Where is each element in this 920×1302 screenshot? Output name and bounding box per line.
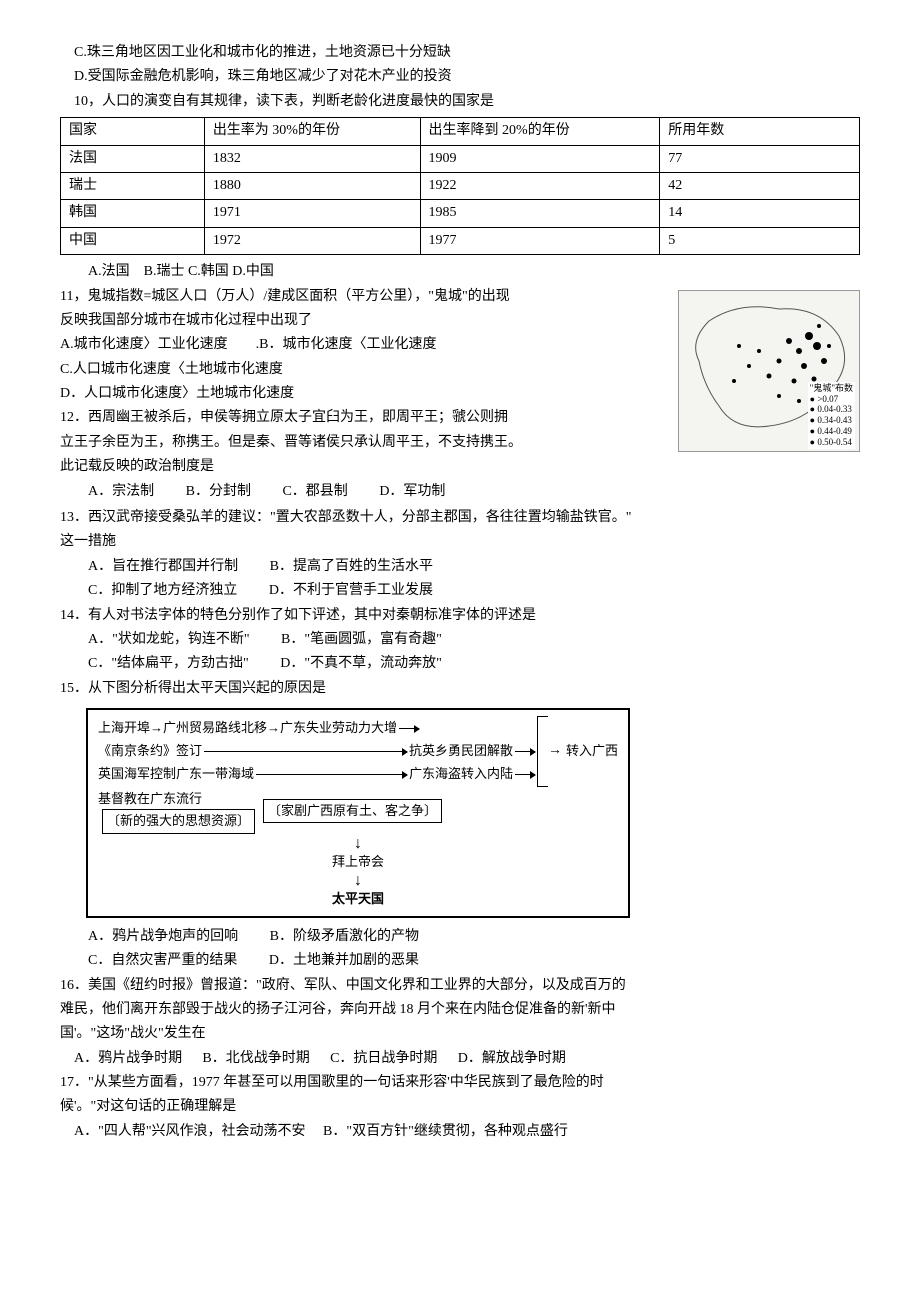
flow-node: 基督教在广东流行 bbox=[98, 789, 259, 810]
q12-options: A．宗法制 B．分封制 C．郡县制 D．军功制 bbox=[60, 481, 860, 503]
q14-opt-c: C．"结体扁平，方劲古拙" bbox=[88, 653, 249, 675]
q17-options: A．"四人帮"兴风作浪，社会动荡不安 B．"双百方针"继续贯彻，各种观点盛行 bbox=[60, 1121, 860, 1143]
q9-opt-d: D.受国际金融危机影响，珠三角地区减少了对花木产业的投资 bbox=[60, 66, 860, 88]
q16-opt-d: D．解放战争时期 bbox=[458, 1048, 566, 1070]
table-cell: 1977 bbox=[420, 227, 660, 254]
china-map-figure: "鬼城"布数 ● >0.07 ● 0.04-0.33 ● 0.34-0.43 ●… bbox=[678, 290, 860, 452]
table-row: 法国 1832 1909 77 bbox=[61, 145, 860, 172]
table-header: 出生率为 30%的年份 bbox=[204, 118, 420, 145]
flow-node: 英国海军控制广东一带海域 bbox=[98, 764, 254, 785]
q17-opt-b: B．"双百方针"继续贯彻，各种观点盛行 bbox=[323, 1124, 568, 1139]
q17-line2: 候'。"对这句话的正确理解是 bbox=[60, 1096, 860, 1118]
table-cell: 瑞士 bbox=[61, 172, 205, 199]
q16-line3: 国'。"这场"战火"发生在 bbox=[60, 1023, 860, 1045]
q14-opt-d: D．"不真不草，流动奔放" bbox=[280, 653, 442, 675]
map-title: "鬼城"布数 bbox=[810, 383, 853, 394]
table-row: 韩国 1971 1985 14 bbox=[61, 200, 860, 227]
table-cell: 1880 bbox=[204, 172, 420, 199]
map-legend-item: ● 0.34-0.43 bbox=[810, 415, 853, 426]
q13-opt-d: D．不利于官营手工业发展 bbox=[269, 580, 433, 602]
flow-node-mid: 拜上帝会 bbox=[98, 852, 618, 873]
table-cell: 中国 bbox=[61, 227, 205, 254]
q13-options-row2: C．抑制了地方经济独立 D．不利于官营手工业发展 bbox=[60, 580, 860, 602]
map-legend-item: ● 0.04-0.33 bbox=[810, 404, 853, 415]
q12-line3: 此记载反映的政治制度是 bbox=[60, 456, 860, 478]
q16-line1: 16．美国《纽约时报》曾报道："政府、军队、中国文化界和工业界的大部分，以及成百… bbox=[60, 975, 860, 997]
table-cell: 1972 bbox=[204, 227, 420, 254]
q10-table: 国家 出生率为 30%的年份 出生率降到 20%的年份 所用年数 法国 1832… bbox=[60, 117, 860, 255]
q14-options-row2: C．"结体扁平，方劲古拙" D．"不真不草，流动奔放" bbox=[60, 653, 860, 675]
table-header: 出生率降到 20%的年份 bbox=[420, 118, 660, 145]
table-cell: 法国 bbox=[61, 145, 205, 172]
q15-stem: 15．从下图分析得出太平天国兴起的原因是 bbox=[60, 678, 860, 700]
flow-annot: 〔新的强大的思想资源〕 bbox=[98, 809, 259, 834]
table-cell: 1971 bbox=[204, 200, 420, 227]
q14-opt-b: B．"笔画圆弧，富有奇趣" bbox=[281, 629, 442, 651]
q17-opt-a: A．"四人帮"兴风作浪，社会动荡不安 bbox=[74, 1124, 306, 1139]
map-legend-item: ● 0.44-0.49 bbox=[810, 426, 853, 437]
q10-options: A.法国 B.瑞士 C.韩国 D.中国 bbox=[60, 261, 860, 283]
q13-opt-a: A．旨在推行郡国并行制 bbox=[88, 556, 238, 578]
table-header: 国家 bbox=[61, 118, 205, 145]
flow-node-right: 转入广西 bbox=[562, 741, 618, 762]
flow-node: 《南京条约》签订 bbox=[98, 741, 202, 762]
q13-opt-c: C．抑制了地方经济独立 bbox=[88, 580, 237, 602]
table-cell: 1985 bbox=[420, 200, 660, 227]
map-legend-item: ● >0.07 bbox=[810, 394, 853, 405]
q16-opt-a: A．鸦片战争时期 bbox=[74, 1048, 182, 1070]
table-cell: 韩国 bbox=[61, 200, 205, 227]
q10-stem: 10，人口的演变自有其规律，读下表，判断老龄化进度最快的国家是 bbox=[60, 91, 860, 113]
q14-options-row1: A．"状如龙蛇，钩连不断" B．"笔画圆弧，富有奇趣" bbox=[60, 629, 860, 651]
q15-opt-d: D．土地兼并加剧的恶果 bbox=[269, 950, 419, 972]
q12-opt-c: C．郡县制 bbox=[282, 481, 347, 503]
down-arrow-icon: ↓ bbox=[98, 836, 618, 852]
q15-opt-c: C．自然灾害严重的结果 bbox=[88, 950, 237, 972]
q16-opt-c: C．抗日战争时期 bbox=[330, 1048, 437, 1070]
q15-flowchart: 上海开埠 → 广州贸易路线北移 → 广东失业劳动力大增 《南京条约》签订 抗英乡… bbox=[86, 708, 630, 918]
table-cell: 1922 bbox=[420, 172, 660, 199]
q16-line2: 难民，他们离开东部毁于战火的扬子江河谷，奔向开战 18 月个来在内陆仓促准备的新… bbox=[60, 999, 860, 1021]
q15-options-row1: A．鸦片战争炮声的回响 B．阶级矛盾激化的产物 bbox=[60, 926, 860, 948]
table-cell: 1832 bbox=[204, 145, 420, 172]
q15-options-row2: C．自然灾害严重的结果 D．土地兼并加剧的恶果 bbox=[60, 950, 860, 972]
down-arrow-icon: ↓ bbox=[98, 873, 618, 889]
q12-opt-d: D．军功制 bbox=[379, 481, 445, 503]
table-header: 所用年数 bbox=[660, 118, 860, 145]
flow-annot: 〔家剧广西原有土、客之争〕 bbox=[263, 799, 442, 824]
flow-node-bottom: 太平天国 bbox=[98, 889, 618, 910]
flow-node: 广东海盗转入内陆 bbox=[409, 764, 513, 785]
q16-opt-b: B．北伐战争时期 bbox=[202, 1048, 309, 1070]
table-row: 中国 1972 1977 5 bbox=[61, 227, 860, 254]
flow-node: 广州贸易路线北移 bbox=[163, 718, 267, 739]
q12-opt-a: A．宗法制 bbox=[88, 481, 154, 503]
table-cell: 42 bbox=[660, 172, 860, 199]
flow-node: 广东失业劳动力大增 bbox=[280, 718, 397, 739]
q17-line1: 17．"从某些方面看，1977 年甚至可以用国歌里的一句话来形容'中华民族到了最… bbox=[60, 1072, 860, 1094]
table-cell: 14 bbox=[660, 200, 860, 227]
table-cell: 1909 bbox=[420, 145, 660, 172]
q13-options-row1: A．旨在推行郡国并行制 B．提高了百姓的生活水平 bbox=[60, 556, 860, 578]
q9-opt-c: C.珠三角地区因工业化和城市化的推进，土地资源已十分短缺 bbox=[60, 42, 860, 64]
q15-opt-a: A．鸦片战争炮声的回响 bbox=[88, 926, 238, 948]
map-legend-item: ● 0.50-0.54 bbox=[810, 437, 853, 448]
table-cell: 5 bbox=[660, 227, 860, 254]
q13-line2: 这一措施 bbox=[60, 531, 860, 553]
q14-stem: 14．有人对书法字体的特色分别作了如下评述，其中对秦朝标准字体的评述是 bbox=[60, 605, 860, 627]
table-header-row: 国家 出生率为 30%的年份 出生率降到 20%的年份 所用年数 bbox=[61, 118, 860, 145]
flow-node: 抗英乡勇民团解散 bbox=[409, 741, 513, 762]
q13-opt-b: B．提高了百姓的生活水平 bbox=[270, 556, 433, 578]
q13-line1: 13．西汉武帝接受桑弘羊的建议："置大农部丞数十人，分部主郡国，各往往置均输盐铁… bbox=[60, 507, 860, 529]
table-cell: 77 bbox=[660, 145, 860, 172]
table-row: 瑞士 1880 1922 42 bbox=[61, 172, 860, 199]
q15-opt-b: B．阶级矛盾激化的产物 bbox=[270, 926, 419, 948]
flow-node: 上海开埠 bbox=[98, 718, 150, 739]
q16-options: A．鸦片战争时期 B．北伐战争时期 C．抗日战争时期 D．解放战争时期 bbox=[60, 1048, 860, 1070]
q14-opt-a: A．"状如龙蛇，钩连不断" bbox=[88, 629, 250, 651]
q12-opt-b: B．分封制 bbox=[186, 481, 251, 503]
